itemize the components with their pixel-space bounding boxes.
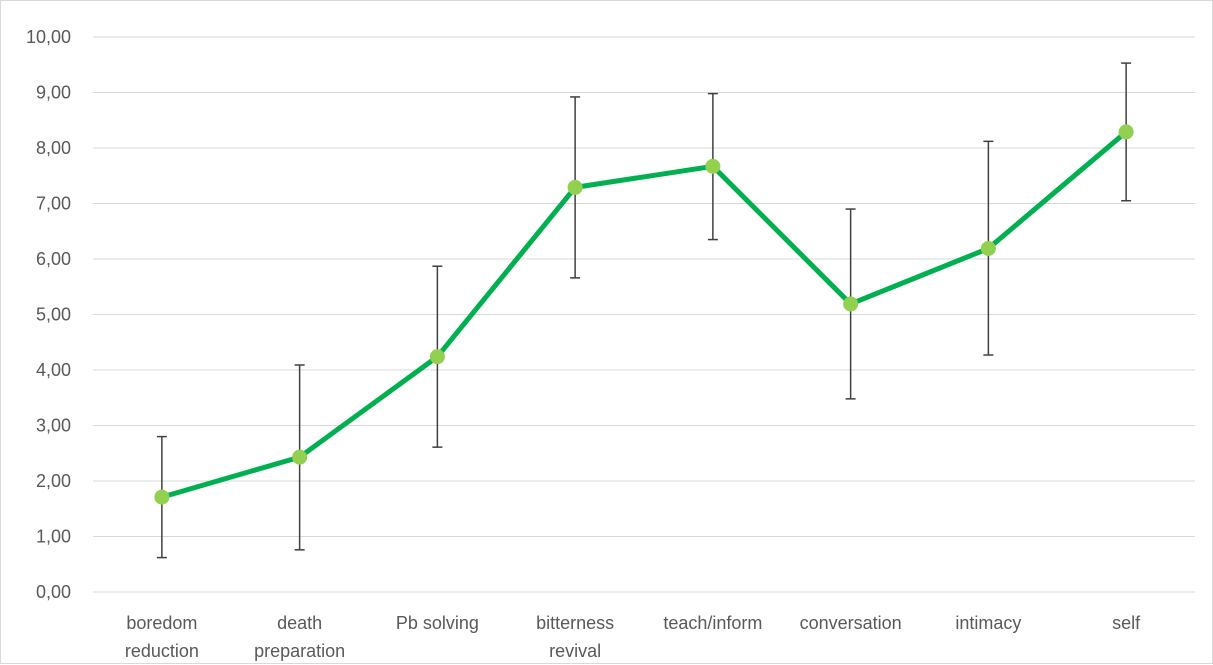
y-tick-label: 6,00: [36, 249, 71, 269]
x-category-label: boredom reduction: [125, 613, 199, 661]
y-tick-label: 4,00: [36, 360, 71, 380]
x-category-label-line: self: [1112, 613, 1141, 633]
x-category-label-line: conversation: [800, 613, 902, 633]
x-category-label-line: Pb solving: [396, 613, 479, 633]
x-axis-category-labels: boredom reduction death preparation Pb solvi…: [125, 613, 1141, 661]
y-tick-label: 9,00: [36, 83, 71, 103]
data-points: [154, 124, 1134, 505]
y-tick-label: 7,00: [36, 194, 71, 214]
x-category-label: conversation: [800, 613, 902, 633]
data-point: [705, 158, 721, 174]
gridlines: [93, 36, 1195, 593]
data-point: [429, 349, 445, 365]
y-tick-label: 1,00: [36, 527, 71, 547]
data-point: [843, 296, 859, 312]
y-tick-label: 10,00: [26, 27, 71, 47]
x-category-label-line: boredom: [126, 613, 197, 633]
y-axis-tick-labels: 0,00 1,00 2,00 3,00 4,00 5,00 6,00 7,00 8,00 9,00…: [26, 27, 71, 602]
y-tick-label: 3,00: [36, 416, 71, 436]
y-tick-label: 0,00: [36, 582, 71, 602]
data-point: [292, 449, 308, 465]
x-category-label: bitterness revival: [536, 613, 614, 661]
data-point: [980, 240, 996, 256]
x-category-label-line: preparation: [254, 641, 345, 661]
x-category-label: Pb solving: [396, 613, 479, 633]
x-category-label: self: [1112, 613, 1141, 633]
data-point: [567, 179, 583, 195]
error-bars: [156, 62, 1132, 559]
x-category-label-line: teach/inform: [663, 613, 762, 633]
x-category-label-line: death: [277, 613, 322, 633]
y-tick-label: 2,00: [36, 471, 71, 491]
x-category-label-line: revival: [549, 641, 601, 661]
y-tick-label: 5,00: [36, 305, 71, 325]
series-line-layer: [159, 129, 1129, 500]
x-category-label: intimacy: [955, 613, 1021, 633]
data-point: [1118, 124, 1134, 140]
x-category-label: death preparation: [254, 613, 345, 661]
x-category-label-line: reduction: [125, 641, 199, 661]
x-category-label-line: intimacy: [955, 613, 1021, 633]
data-point: [154, 489, 170, 505]
series-line: [159, 129, 1129, 500]
y-tick-label: 8,00: [36, 138, 71, 158]
x-category-label: teach/inform: [663, 613, 762, 633]
x-category-label-line: bitterness: [536, 613, 614, 633]
